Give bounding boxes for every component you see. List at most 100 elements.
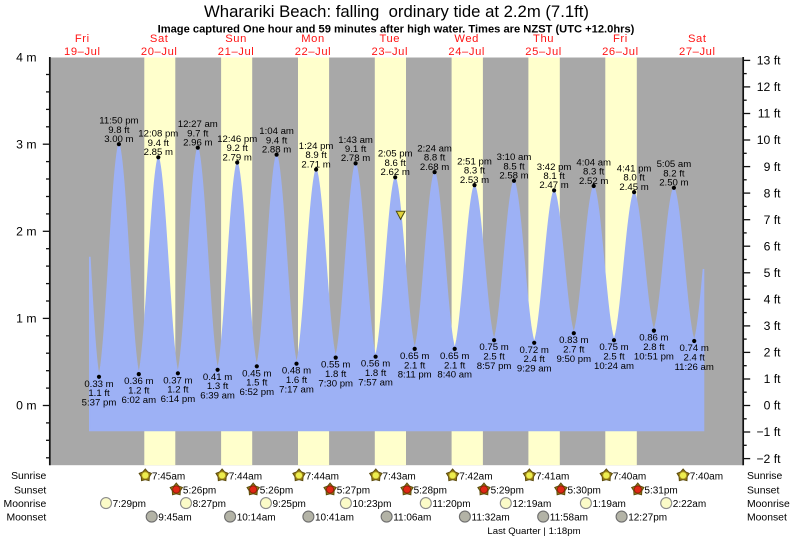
svg-text:4:41 pm: 4:41 pm	[617, 164, 652, 175]
svg-text:9:50 pm: 9:50 pm	[556, 354, 591, 365]
svg-text:−2 ft: −2 ft	[756, 452, 781, 466]
svg-text:2 m: 2 m	[16, 225, 36, 239]
svg-text:5:28pm: 5:28pm	[414, 486, 447, 497]
svg-text:1:24 pm: 1:24 pm	[299, 141, 334, 152]
svg-text:12:19am: 12:19am	[512, 499, 551, 510]
svg-text:9:45am: 9:45am	[158, 513, 191, 524]
svg-text:1.5 ft: 1.5 ft	[246, 378, 268, 389]
svg-text:7:41am: 7:41am	[536, 471, 569, 482]
svg-text:13 ft: 13 ft	[757, 54, 781, 68]
svg-text:Sat: Sat	[150, 33, 169, 45]
svg-text:5 ft: 5 ft	[764, 266, 782, 280]
svg-text:1.8 ft: 1.8 ft	[325, 369, 347, 380]
svg-text:4 m: 4 m	[16, 50, 36, 64]
svg-text:Moonset: Moonset	[747, 512, 787, 523]
svg-text:8.3 ft: 8.3 ft	[464, 166, 486, 177]
svg-text:22–Jul: 22–Jul	[295, 46, 332, 58]
svg-text:2.79 m: 2.79 m	[223, 152, 252, 163]
svg-text:6:14 pm: 6:14 pm	[161, 394, 196, 405]
svg-text:0.65 m: 0.65 m	[440, 351, 469, 362]
svg-text:9.4 ft: 9.4 ft	[266, 135, 288, 146]
svg-text:5:31pm: 5:31pm	[644, 486, 677, 497]
svg-text:3 ft: 3 ft	[764, 319, 782, 333]
svg-text:9.1 ft: 9.1 ft	[345, 144, 367, 155]
svg-text:12:27 am: 12:27 am	[178, 119, 218, 130]
svg-text:9.8 ft: 9.8 ft	[108, 125, 130, 136]
svg-text:9:25pm: 9:25pm	[273, 499, 306, 510]
svg-text:2.4 ft: 2.4 ft	[524, 354, 546, 365]
svg-text:2:24 am: 2:24 am	[417, 144, 452, 155]
svg-text:Wharariki Beach: falling ordi: Wharariki Beach: falling ordinary tide a…	[204, 2, 589, 21]
svg-text:1 m: 1 m	[16, 312, 36, 326]
svg-text:4 ft: 4 ft	[764, 293, 782, 307]
svg-text:11:06am: 11:06am	[393, 513, 431, 524]
svg-text:5:26pm: 5:26pm	[183, 486, 216, 497]
svg-text:2.1 ft: 2.1 ft	[404, 360, 426, 371]
svg-text:8:11 pm: 8:11 pm	[398, 370, 432, 381]
svg-text:5:27pm: 5:27pm	[337, 486, 370, 497]
svg-text:Sunrise: Sunrise	[11, 471, 46, 482]
svg-text:2 ft: 2 ft	[764, 346, 782, 360]
svg-text:9 ft: 9 ft	[764, 160, 782, 174]
svg-text:8 ft: 8 ft	[764, 186, 782, 200]
svg-text:2.53 m: 2.53 m	[460, 175, 489, 186]
svg-text:1 ft: 1 ft	[764, 372, 782, 386]
svg-text:10:23pm: 10:23pm	[353, 499, 392, 510]
svg-text:2.7 ft: 2.7 ft	[563, 345, 585, 356]
svg-text:3.00 m: 3.00 m	[104, 134, 133, 145]
svg-text:2.78 m: 2.78 m	[341, 153, 370, 164]
svg-text:8.1 ft: 8.1 ft	[543, 171, 565, 182]
svg-text:10:24 am: 10:24 am	[594, 361, 634, 372]
svg-text:8.8 ft: 8.8 ft	[424, 153, 446, 164]
svg-text:7 ft: 7 ft	[764, 213, 782, 227]
svg-text:9.2 ft: 9.2 ft	[227, 143, 249, 154]
svg-text:0.75 m: 0.75 m	[599, 342, 628, 353]
svg-text:10:41am: 10:41am	[315, 513, 354, 524]
svg-text:1.2 ft: 1.2 ft	[128, 386, 150, 397]
svg-text:7:40am: 7:40am	[613, 471, 646, 482]
svg-text:6 ft: 6 ft	[764, 239, 782, 253]
svg-text:9.4 ft: 9.4 ft	[148, 138, 170, 149]
svg-text:2.68 m: 2.68 m	[420, 162, 449, 173]
svg-text:21–Jul: 21–Jul	[218, 46, 255, 58]
svg-text:8:57 pm: 8:57 pm	[477, 361, 512, 372]
svg-text:1.6 ft: 1.6 ft	[286, 375, 308, 386]
svg-text:2.71 m: 2.71 m	[301, 159, 330, 170]
svg-text:6:02 am: 6:02 am	[121, 395, 156, 406]
svg-text:11:26 am: 11:26 am	[675, 362, 714, 373]
svg-text:20–Jul: 20–Jul	[141, 46, 178, 58]
svg-text:24–Jul: 24–Jul	[448, 46, 485, 58]
svg-text:9.7 ft: 9.7 ft	[187, 128, 209, 139]
svg-text:7:29pm: 7:29pm	[113, 499, 146, 510]
svg-text:0.45 m: 0.45 m	[242, 368, 271, 379]
svg-text:1.8 ft: 1.8 ft	[365, 368, 387, 379]
svg-text:5:05 am: 5:05 am	[657, 159, 692, 170]
svg-text:−1 ft: −1 ft	[756, 425, 781, 439]
svg-text:0.65 m: 0.65 m	[400, 351, 429, 362]
svg-text:2.5 ft: 2.5 ft	[483, 352, 505, 363]
svg-text:7:57 am: 7:57 am	[358, 378, 393, 389]
svg-text:7:40am: 7:40am	[690, 471, 723, 482]
svg-text:0 ft: 0 ft	[764, 399, 782, 413]
svg-text:8.9 ft: 8.9 ft	[305, 150, 327, 161]
svg-text:8.2 ft: 8.2 ft	[663, 168, 685, 179]
svg-text:Fri: Fri	[613, 33, 628, 45]
svg-text:2.45 m: 2.45 m	[619, 182, 648, 193]
svg-text:7:42am: 7:42am	[459, 471, 492, 482]
svg-text:2.50 m: 2.50 m	[659, 178, 688, 189]
svg-text:7:30 pm: 7:30 pm	[318, 378, 353, 389]
svg-text:Image captured One hour and 59: Image captured One hour and 59 minutes a…	[158, 24, 635, 36]
svg-text:11 ft: 11 ft	[758, 107, 781, 121]
svg-text:1.3 ft: 1.3 ft	[207, 381, 229, 392]
svg-text:0.48 m: 0.48 m	[282, 366, 311, 377]
svg-text:Tue: Tue	[379, 33, 400, 45]
svg-text:7:43am: 7:43am	[382, 471, 415, 482]
svg-text:Sunset: Sunset	[747, 485, 779, 496]
svg-text:Moonset: Moonset	[6, 512, 46, 523]
svg-text:3 m: 3 m	[16, 137, 36, 151]
svg-text:Last Quarter | 1:18pm: Last Quarter | 1:18pm	[487, 526, 580, 537]
svg-text:7:44am: 7:44am	[229, 471, 262, 482]
svg-text:7:44am: 7:44am	[306, 471, 339, 482]
svg-text:5:30pm: 5:30pm	[568, 486, 601, 497]
svg-text:3:10 am: 3:10 am	[497, 152, 532, 163]
